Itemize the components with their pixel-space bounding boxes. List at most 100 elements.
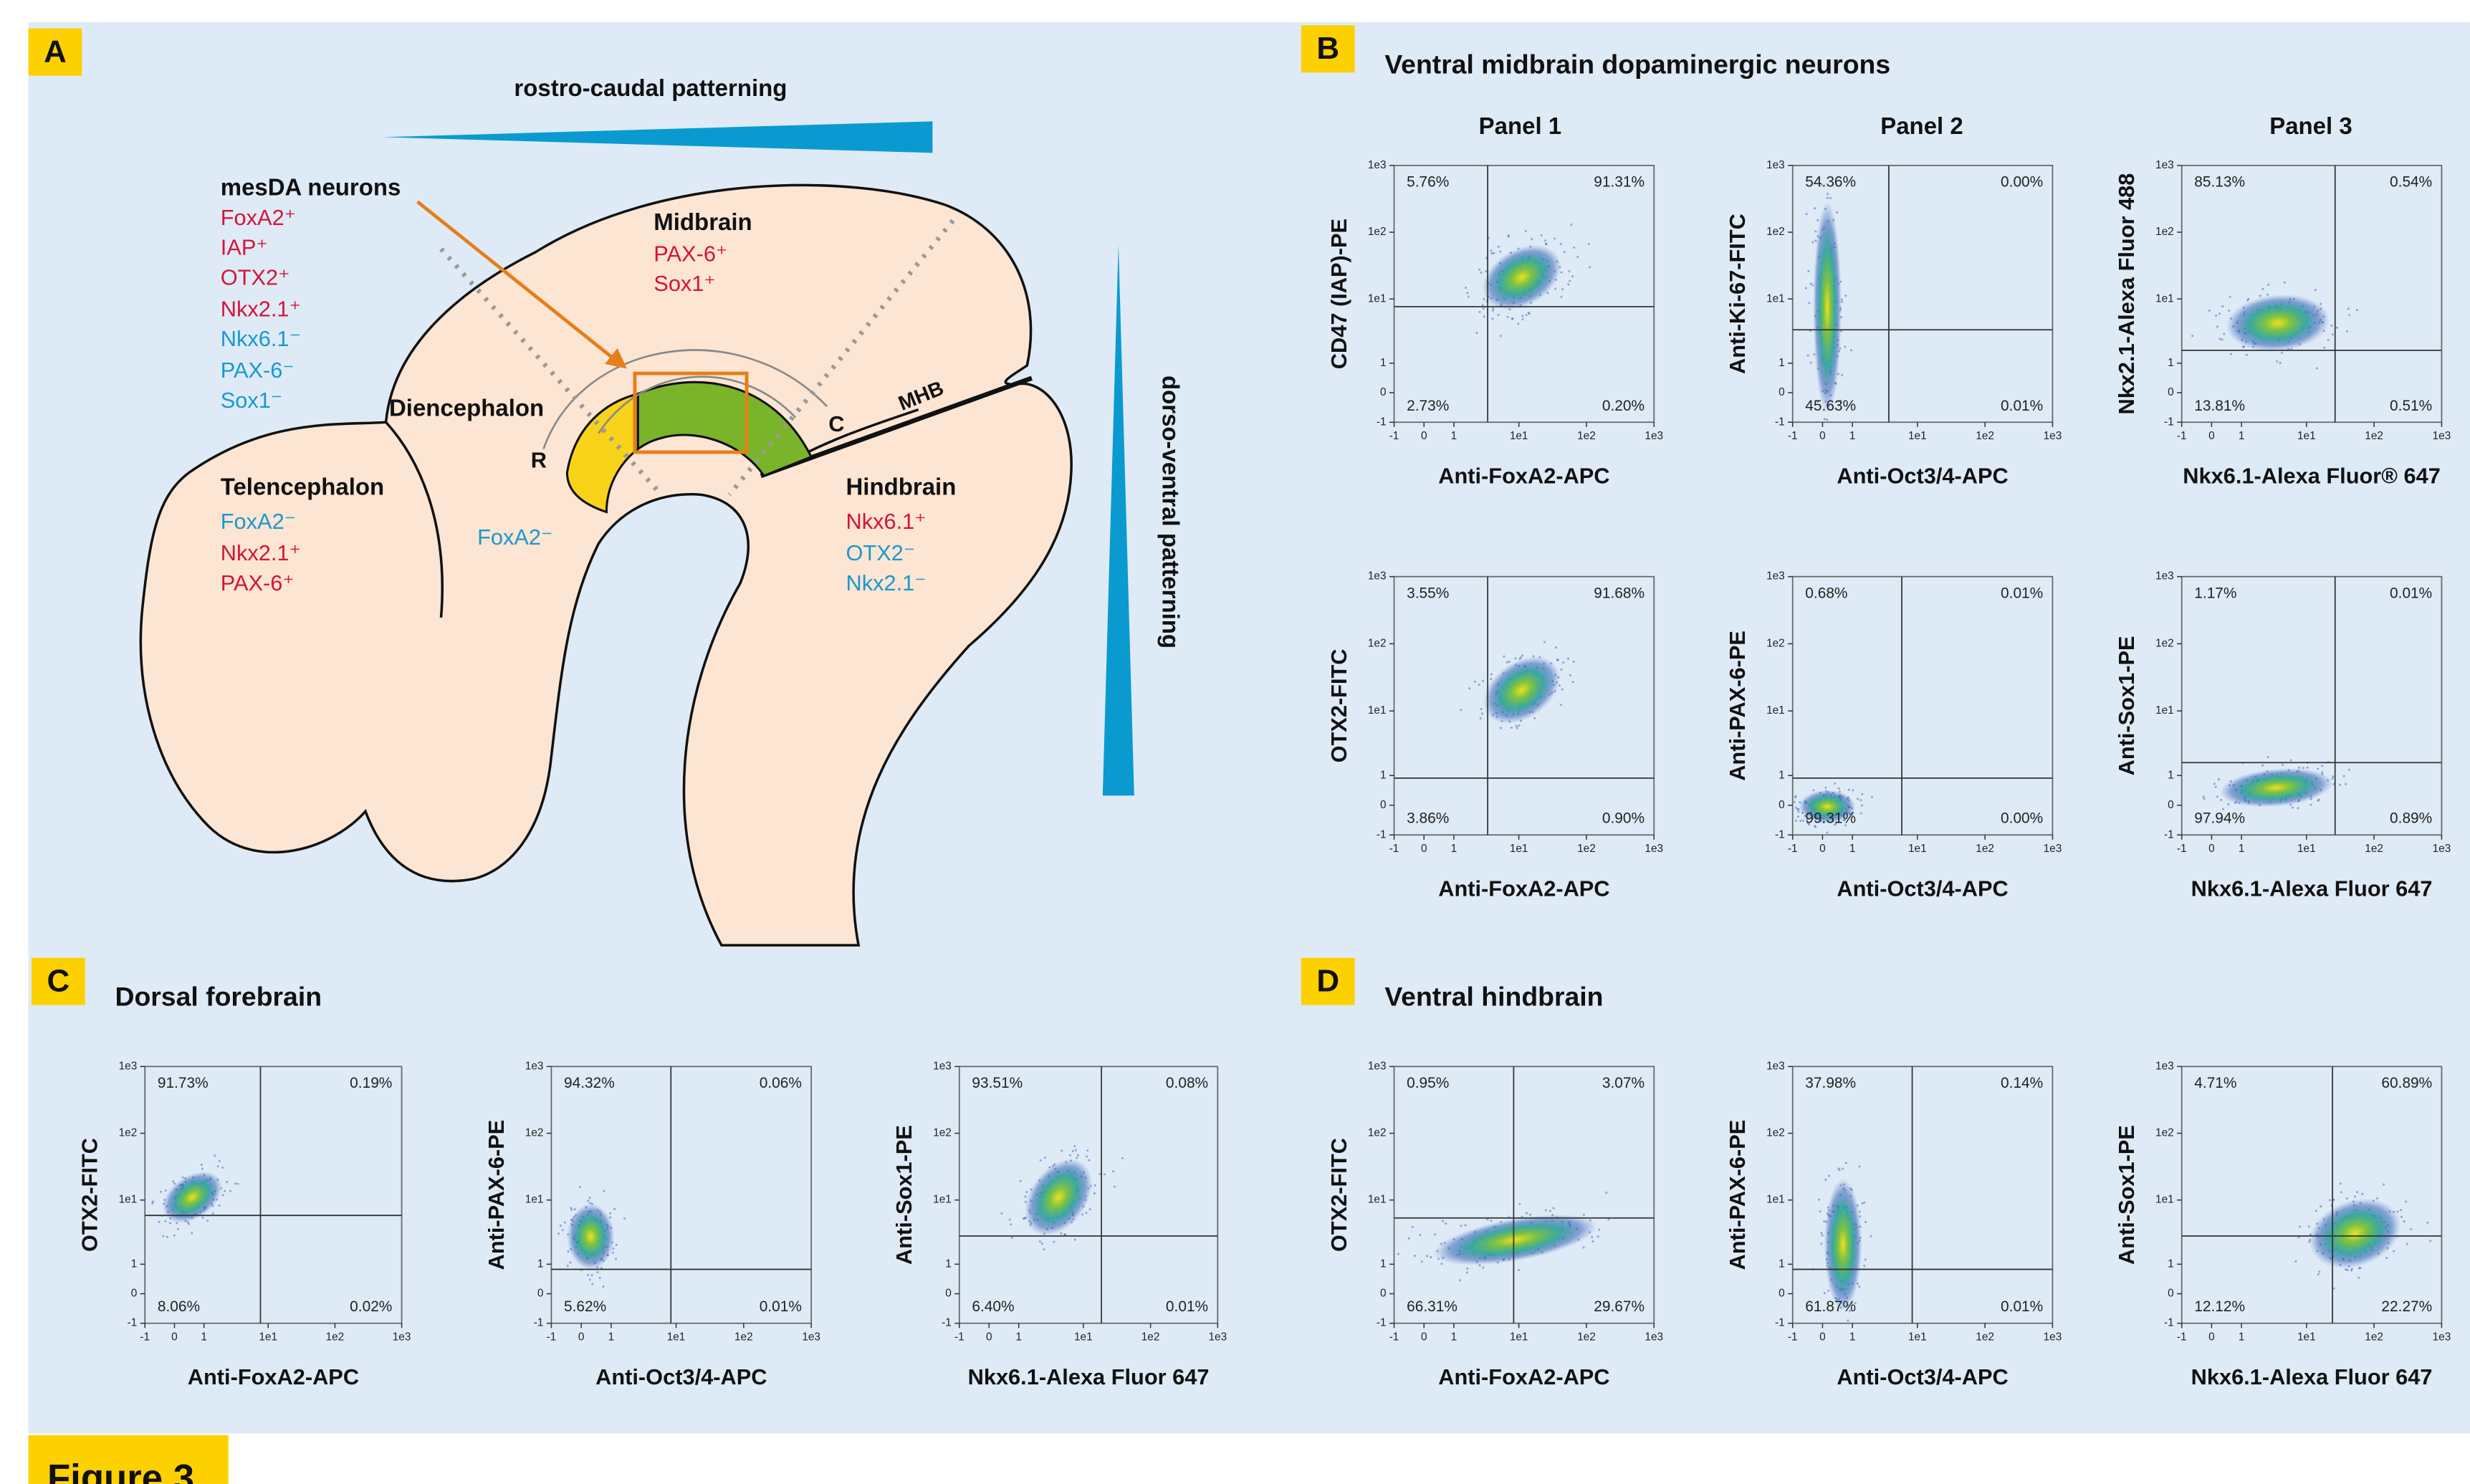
quadrant-value: 4.71% [2194, 1075, 2236, 1091]
x-tick-label: 1e3 [1208, 1331, 1227, 1344]
event-dot [1569, 674, 1571, 676]
x-tick-label: -1 [1788, 843, 1798, 855]
event-dot [1498, 314, 1500, 316]
event-dot [201, 1217, 204, 1219]
event-dot [2208, 310, 2211, 312]
x-axis-label: Anti-FoxA2-APC [188, 1364, 359, 1389]
event-dot [1834, 782, 1836, 785]
event-dot [1591, 1236, 1593, 1238]
event-dot [2393, 1250, 2395, 1252]
quadrant-value: 0.20% [1602, 398, 1645, 414]
event-dot [1478, 684, 1480, 686]
x-tick-label: -1 [1389, 843, 1399, 855]
event-dot [1492, 307, 1494, 310]
event-dot [2350, 1269, 2352, 1271]
event-dot [1824, 1292, 1826, 1294]
event-dot [2230, 353, 2232, 355]
y-tick-label: 1e3 [525, 1060, 544, 1072]
x-tick-label: 1 [1451, 1331, 1457, 1344]
y-axis-label: Anti-Sox1-PE [2114, 1125, 2139, 1265]
event-dot [221, 1167, 224, 1169]
event-dot [1543, 641, 1546, 643]
event-dot [1478, 311, 1480, 313]
quadrant-value: 0.00% [2001, 810, 2043, 827]
x-tick-label: 0 [171, 1331, 178, 1344]
marker: PAX-6⁺ [654, 241, 727, 266]
marker: OTX2⁻ [846, 540, 916, 565]
event-dot [1545, 1210, 1547, 1212]
event-dot [1086, 1155, 1088, 1157]
event-dot [2345, 783, 2347, 785]
panel-label: C [47, 963, 70, 998]
event-dot [2282, 764, 2284, 766]
x-tick-label: 1e2 [1141, 1331, 1160, 1344]
event-dot [2316, 368, 2318, 370]
event-dot [1827, 1290, 1829, 1292]
orientation-label: R [531, 447, 547, 472]
event-dot [1814, 207, 1816, 209]
event-dot [2203, 798, 2206, 800]
y-tick-label: 1e2 [1368, 1127, 1387, 1139]
event-dot [1500, 727, 1502, 729]
event-dot [1545, 243, 1547, 245]
y-tick-label: 0 [1380, 799, 1387, 811]
event-dot [1490, 249, 1492, 252]
event-dot [1858, 1165, 1860, 1167]
event-dot [2333, 1288, 2335, 1290]
event-dot [1445, 1222, 1447, 1225]
event-dot [1483, 307, 1485, 310]
event-dot [1850, 349, 1852, 351]
event-dot [574, 1208, 576, 1210]
event-dot [2400, 1209, 2402, 1211]
y-tick-label: 1e3 [2155, 1060, 2174, 1072]
event-dot [1023, 1217, 1025, 1220]
event-dot [2340, 1182, 2342, 1184]
event-dot [564, 1221, 566, 1223]
event-dot [1081, 1213, 1083, 1215]
y-axis-label: OTX2-FITC [77, 1138, 102, 1252]
event-dot [1794, 796, 1796, 798]
x-tick-label: 1e3 [2044, 1331, 2062, 1344]
x-axis-label: Nkx6.1-Alexa Fluor 647 [2191, 876, 2433, 901]
event-dot [1818, 1199, 1820, 1201]
event-dot [1844, 295, 1847, 297]
event-dot [1598, 1229, 1600, 1231]
event-dot [1819, 1210, 1822, 1212]
event-dot [1583, 1214, 1585, 1216]
quadrant-value: 37.98% [1805, 1075, 1856, 1091]
event-dot [1480, 717, 1482, 719]
event-dot [212, 1212, 214, 1215]
quadrant-value: 0.06% [760, 1075, 802, 1091]
event-dot [1809, 282, 1811, 284]
event-dot [2298, 767, 2300, 769]
event-dot [165, 1189, 167, 1192]
event-dot [1865, 1258, 1867, 1260]
x-axis-label: Anti-Oct3/4-APC [1837, 463, 2008, 488]
event-dot [1531, 238, 1533, 240]
event-dot [1020, 1180, 1022, 1182]
event-dot [1121, 1157, 1124, 1159]
event-dot [1085, 1212, 1087, 1214]
y-tick-label: 1e3 [1368, 159, 1387, 171]
marker: Sox1⁺ [654, 271, 715, 296]
x-tick-label: 0 [1421, 1331, 1427, 1344]
event-dot [2330, 325, 2332, 327]
event-dot [219, 1160, 221, 1162]
event-dot [1465, 1224, 1467, 1226]
x-tick-label: 0 [1819, 843, 1826, 855]
y-tick-label: 0 [1380, 386, 1387, 398]
y-tick-label: 1e3 [1368, 570, 1387, 583]
event-dot [1506, 316, 1508, 318]
event-dot [2339, 784, 2341, 786]
event-dot [1560, 243, 1562, 245]
x-tick-label: 1e1 [2297, 1331, 2316, 1344]
event-dot [1829, 197, 1832, 199]
event-dot [597, 1271, 599, 1273]
event-dot [2383, 1183, 2385, 1185]
event-dot [1607, 1218, 1609, 1220]
y-tick-label: -1 [2164, 1317, 2174, 1329]
y-tick-label: 1e1 [2155, 704, 2174, 717]
event-dot [1838, 788, 1840, 790]
event-dot [2308, 1225, 2310, 1227]
event-dot [1797, 815, 1799, 818]
